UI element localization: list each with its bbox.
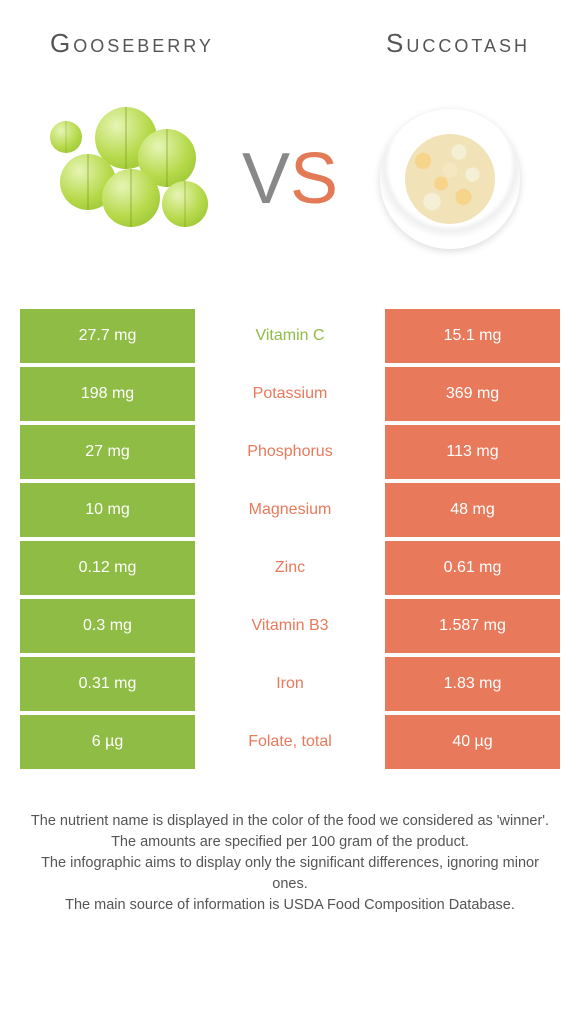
table-row: 0.12 mgZinc0.61 mg [20,541,560,595]
footer-line-3: The infographic aims to display only the… [22,853,558,895]
value-right: 1.587 mg [385,599,560,653]
value-right: 40 µg [385,715,560,769]
value-right: 113 mg [385,425,560,479]
hero: VS [0,69,580,309]
nutrient-label: Magnesium [195,483,385,537]
nutrient-label: Potassium [195,367,385,421]
vs-label: VS [242,138,338,220]
footer-notes: The nutrient name is displayed in the co… [0,773,580,916]
table-row: 27 mgPhosphorus113 mg [20,425,560,479]
nutrient-label: Folate, total [195,715,385,769]
nutrient-label: Phosphorus [195,425,385,479]
value-left: 0.3 mg [20,599,195,653]
gooseberry-image [50,99,210,259]
table-row: 198 mgPotassium369 mg [20,367,560,421]
nutrient-label: Zinc [195,541,385,595]
header: Gooseberry Succotash [0,0,580,69]
value-left: 10 mg [20,483,195,537]
comparison-table: 27.7 mgVitamin C15.1 mg198 mgPotassium36… [0,309,580,769]
value-right: 48 mg [385,483,560,537]
value-left: 27.7 mg [20,309,195,363]
value-right: 15.1 mg [385,309,560,363]
footer-line-4: The main source of information is USDA F… [22,895,558,916]
footer-line-1: The nutrient name is displayed in the co… [22,811,558,832]
title-right: Succotash [386,28,530,59]
vs-v: V [242,139,290,219]
table-row: 6 µgFolate, total40 µg [20,715,560,769]
nutrient-label: Iron [195,657,385,711]
table-row: 27.7 mgVitamin C15.1 mg [20,309,560,363]
value-left: 27 mg [20,425,195,479]
table-row: 0.31 mgIron1.83 mg [20,657,560,711]
value-left: 0.12 mg [20,541,195,595]
value-right: 1.83 mg [385,657,560,711]
table-row: 10 mgMagnesium48 mg [20,483,560,537]
footer-line-2: The amounts are specified per 100 gram o… [22,832,558,853]
value-left: 6 µg [20,715,195,769]
succotash-image [370,99,530,259]
nutrient-label: Vitamin B3 [195,599,385,653]
nutrient-label: Vitamin C [195,309,385,363]
vs-s: S [290,139,338,219]
title-left: Gooseberry [50,28,214,59]
value-right: 0.61 mg [385,541,560,595]
value-right: 369 mg [385,367,560,421]
value-left: 0.31 mg [20,657,195,711]
table-row: 0.3 mgVitamin B31.587 mg [20,599,560,653]
value-left: 198 mg [20,367,195,421]
